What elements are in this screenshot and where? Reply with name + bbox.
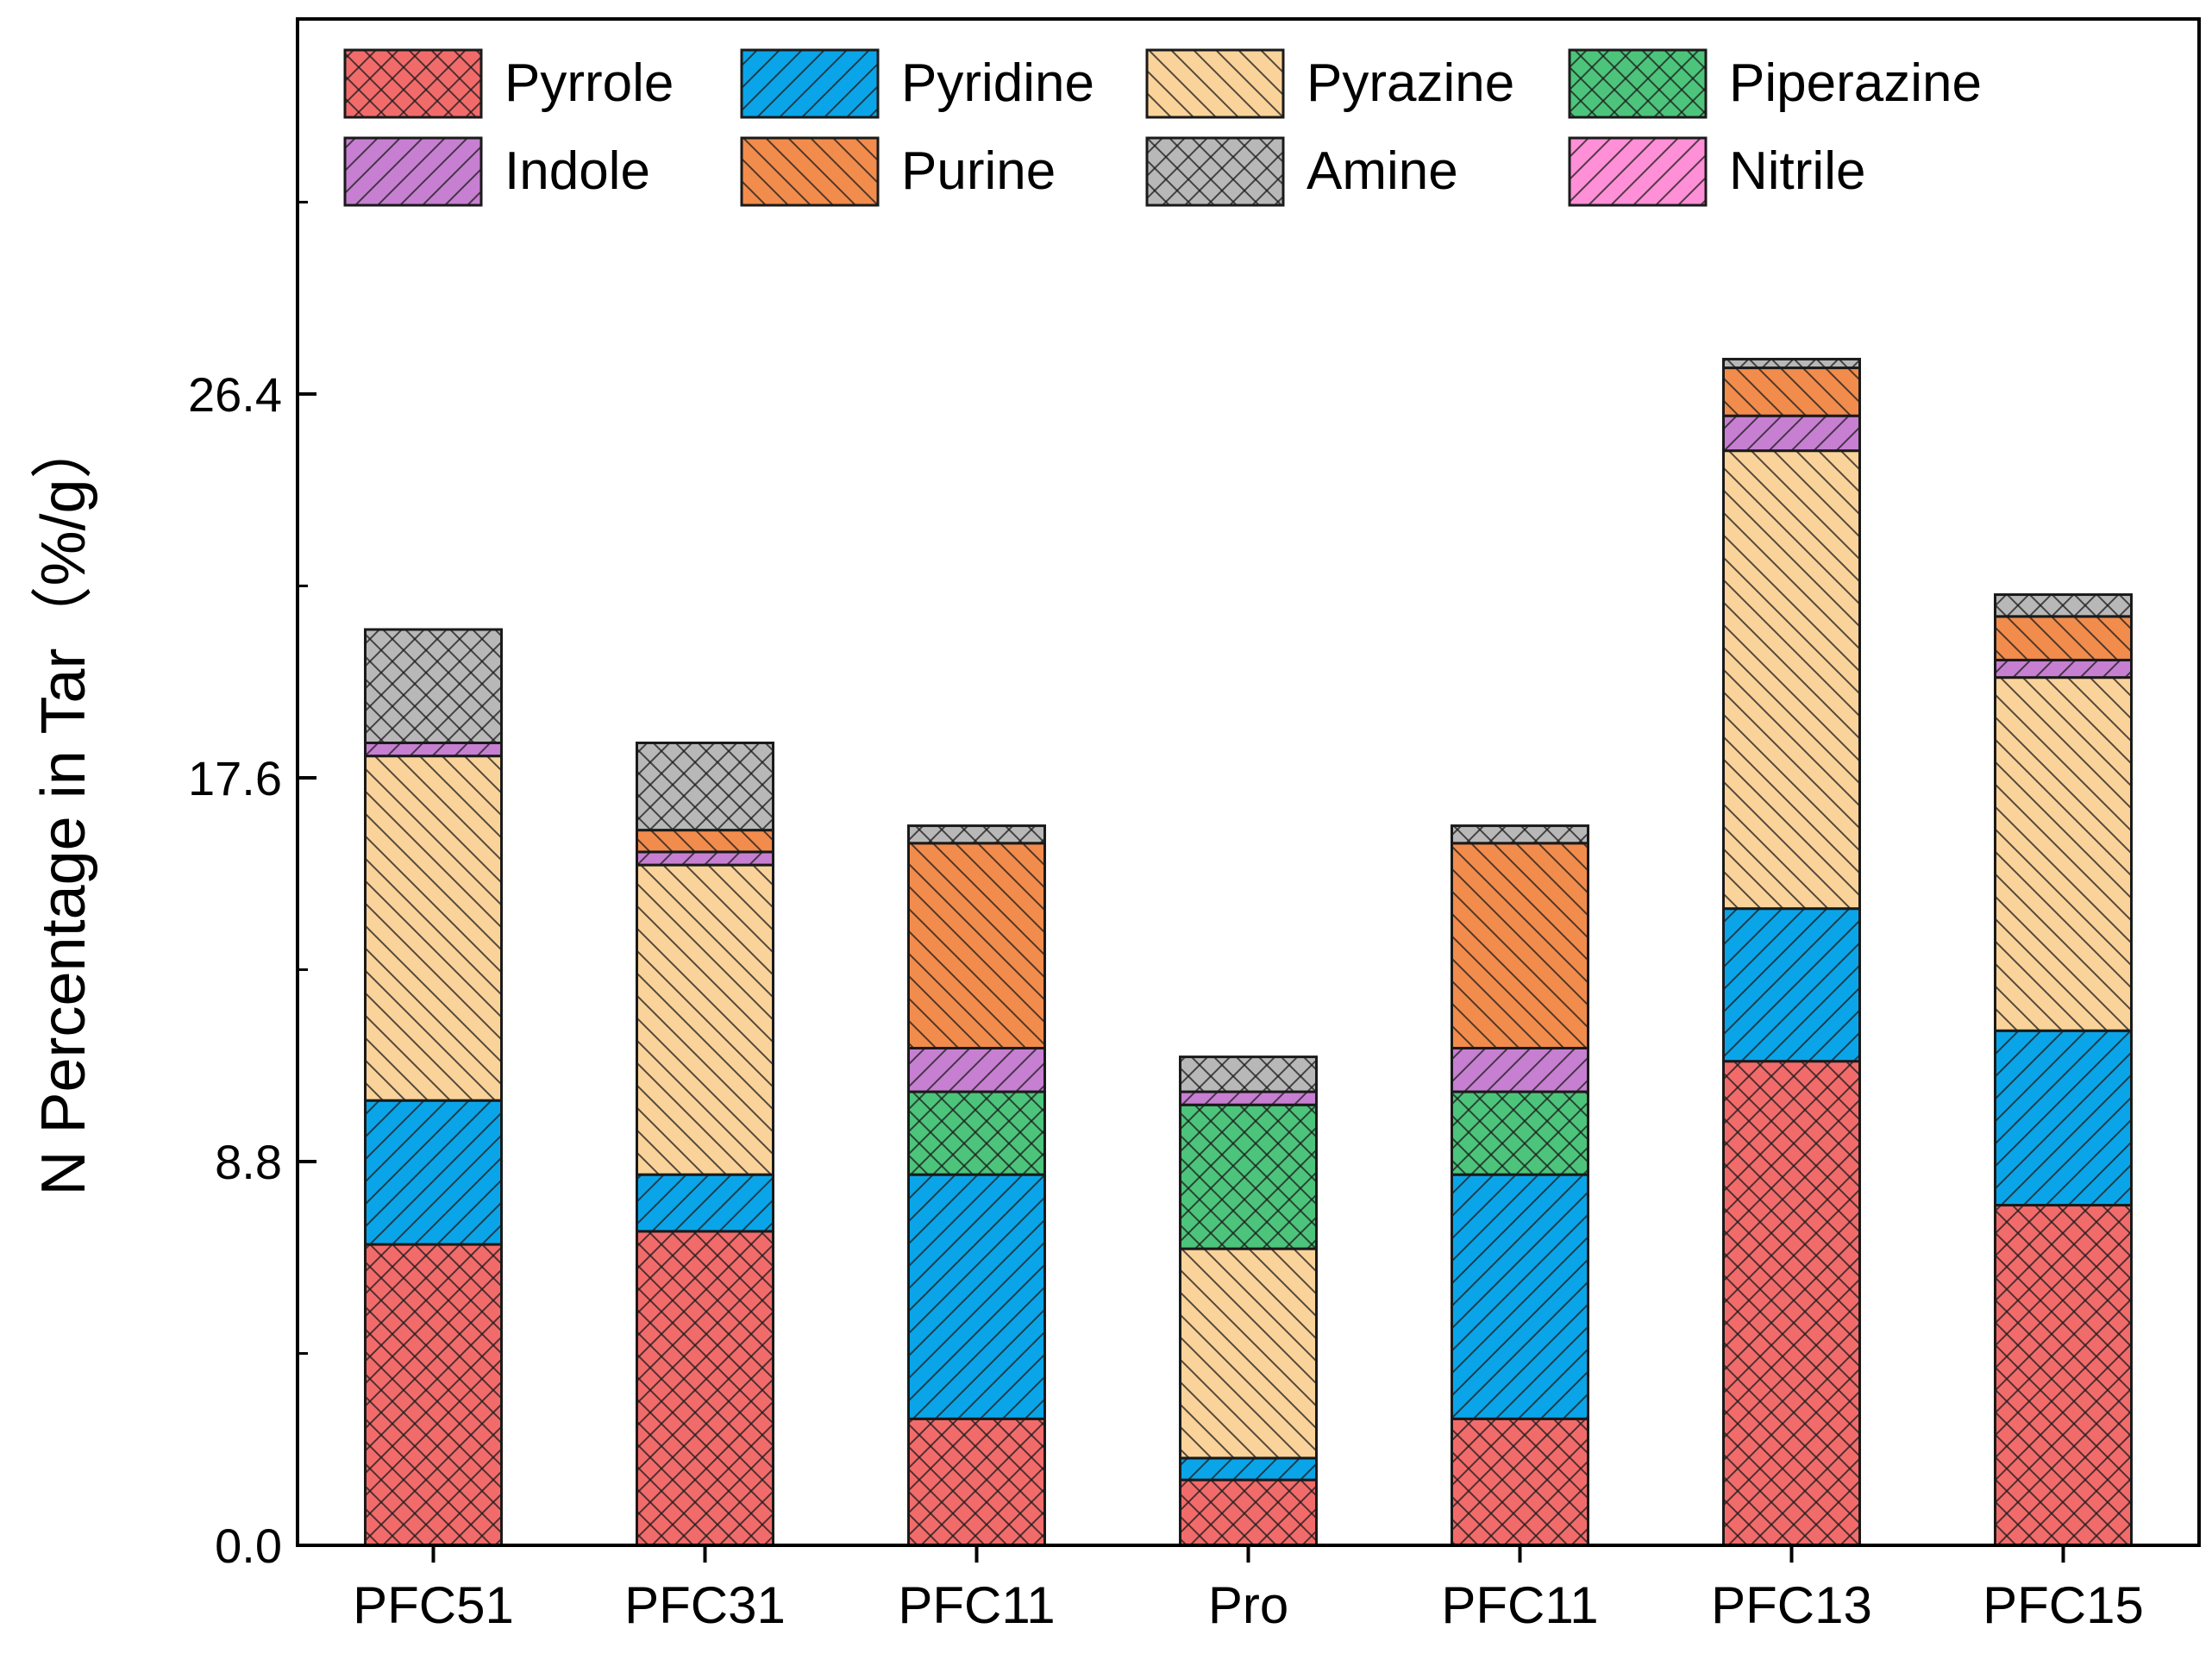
bar-purine-pfc11-2 [907,842,1046,1049]
legend-label: Amine [1307,141,1458,201]
bar-pyridine-pfc51-0 [364,1099,503,1246]
legend-item-amine: Amine [1145,136,1458,207]
legend-item-piperazine: Piperazine [1568,48,1982,119]
legend-label: Pyrazine [1307,53,1514,113]
bar-amine-pfc11-4 [1451,824,1589,845]
bars-layer [364,357,2133,1547]
bar-pyridine-pfc11-2 [907,1173,1046,1420]
x-tick-label: PFC11 [898,1576,1055,1634]
legend-item-pyridine: Pyridine [740,48,1094,119]
x-tick-label: PFC51 [353,1576,514,1634]
legend-item-nitrile: Nitrile [1568,136,1865,207]
legend-swatch [1568,136,1708,207]
legend-swatch [1145,136,1285,207]
bar-indole-pro-3 [1179,1090,1318,1106]
bar-pyridine-pfc15-6 [1994,1029,2133,1207]
y-tick-label: 17.6 [188,751,282,805]
bar-pyrrole-pfc51-0 [364,1243,503,1547]
bar-pyridine-pro-3 [1179,1456,1318,1481]
y-axis-title: N Percentage in Tar（%/g） [29,417,98,1195]
bar-pyrrole-pfc15-6 [1994,1204,2133,1547]
bar-amine-pfc51-0 [364,628,503,744]
bar-pyrazine-pfc51-0 [364,755,503,1102]
bar-pyrazine-pfc13-5 [1722,449,1861,911]
legend-item-pyrrole: Pyrrole [343,48,674,119]
bar-amine-pfc13-5 [1722,357,1861,370]
bar-purine-pfc15-6 [1994,615,2133,661]
y-tick-label: 26.4 [188,367,282,422]
bar-piperazine-pro-3 [1179,1103,1318,1250]
bar-pyrazine-pro-3 [1179,1247,1318,1460]
legend-swatch [740,48,880,119]
x-tick-label: PFC13 [1711,1576,1872,1634]
legend-swatch [740,136,880,207]
legend-label: Nitrile [1729,141,1865,201]
bar-amine-pfc15-6 [1994,593,2133,618]
legend-label: Piperazine [1729,53,1982,113]
x-axis: PFC51 PFC31 PFC11 Pro PFC11 PFC13 PFC15 [353,1545,2144,1634]
legend-item-indole: Indole [343,136,650,207]
bar-indole-pfc51-0 [364,741,503,758]
bar-purine-pfc31-1 [636,829,774,854]
legend-item-purine: Purine [740,136,1056,207]
legend-swatch [1145,48,1285,119]
legend-swatch [343,136,483,207]
bar-pyrrole-pfc11-4 [1451,1417,1589,1547]
bar-amine-pro-3 [1179,1056,1318,1093]
y-axis: 0.0 8.8 17.6 26.4 [188,200,316,1573]
legend-swatch [1568,48,1708,119]
bar-amine-pfc31-1 [636,741,774,832]
bar-pyridine-pfc13-5 [1722,907,1861,1063]
bar-pyridine-pfc31-1 [636,1173,774,1233]
bar-piperazine-pfc11-2 [907,1090,1046,1176]
legend: Pyrrole Pyridine Pyrazine Piperazine Indole P… [343,48,1982,207]
legend-label: Indole [504,141,650,201]
x-tick-label: PFC31 [624,1576,786,1634]
bar-pyrazine-pfc31-1 [636,863,774,1176]
bar-pyrrole-pfc31-1 [636,1230,774,1547]
bar-pyridine-pfc11-4 [1451,1173,1589,1420]
bar-indole-pfc13-5 [1722,414,1861,453]
bar-purine-pfc13-5 [1722,366,1861,417]
bar-pyrrole-pfc13-5 [1722,1060,1861,1547]
y-tick-label: 0.0 [215,1519,282,1573]
bar-piperazine-pfc11-4 [1451,1090,1589,1176]
x-tick-label: PFC15 [1983,1576,2144,1634]
bar-pyrrole-pfc11-2 [907,1417,1046,1547]
legend-item-pyrazine: Pyrazine [1145,48,1514,119]
bar-amine-pfc11-2 [907,824,1046,845]
legend-swatch [343,48,483,119]
bar-pyrazine-pfc15-6 [1994,676,2133,1032]
bar-indole-pfc11-2 [907,1046,1046,1093]
legend-label: Purine [901,141,1056,201]
legend-label: Pyrrole [504,53,674,113]
x-tick-label: PFC11 [1441,1576,1598,1634]
bar-indole-pfc31-1 [636,850,774,867]
bar-indole-pfc11-4 [1451,1046,1589,1093]
x-tick-label: Pro [1208,1576,1288,1634]
y-tick-label: 8.8 [215,1135,282,1189]
bar-purine-pfc11-4 [1451,842,1589,1049]
bar-pyrrole-pro-3 [1179,1478,1318,1547]
legend-label: Pyridine [901,53,1094,113]
bar-indole-pfc15-6 [1994,658,2133,680]
